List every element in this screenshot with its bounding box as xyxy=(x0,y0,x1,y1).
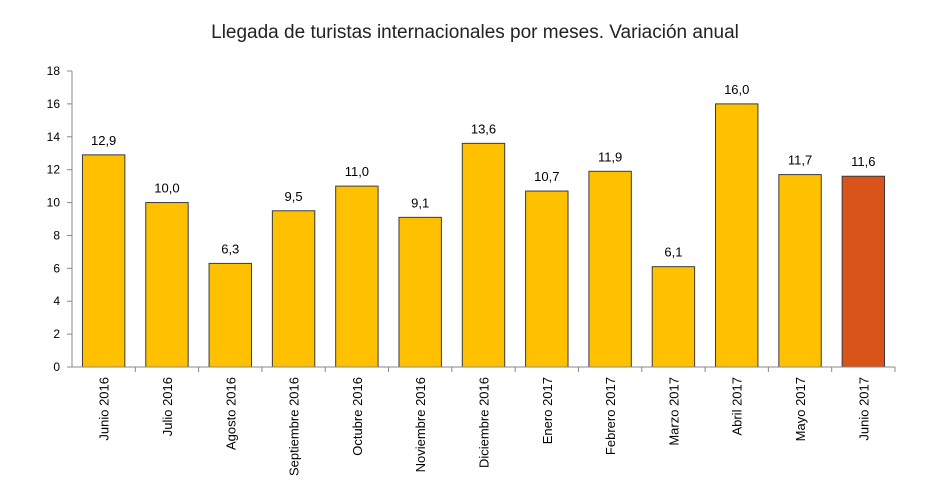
data-label: 16,0 xyxy=(724,82,749,97)
data-label: 9,5 xyxy=(285,189,303,204)
data-label: 13,6 xyxy=(471,121,496,136)
data-label: 6,3 xyxy=(221,241,239,256)
y-tick-label: 2 xyxy=(53,327,60,341)
category-label: Enero 2017 xyxy=(540,377,555,444)
data-label: 9,1 xyxy=(411,195,429,210)
data-label: 12,9 xyxy=(91,133,116,148)
category-label: Junio 2016 xyxy=(97,377,112,441)
category-label: Noviembre 2016 xyxy=(413,377,428,472)
bar xyxy=(335,185,379,368)
category-label: Septiembre 2016 xyxy=(287,377,302,476)
data-label: 10,0 xyxy=(154,181,179,196)
category-label: Junio 2017 xyxy=(856,377,871,441)
chart-title: Llegada de turistas internacionales por … xyxy=(211,22,739,43)
bar xyxy=(145,202,189,368)
bar xyxy=(715,103,759,368)
bar xyxy=(525,190,569,368)
category-label: Marzo 2017 xyxy=(666,377,681,446)
data-label: 11,7 xyxy=(788,153,812,168)
category-label: Octubre 2016 xyxy=(350,377,365,456)
y-tick-label: 8 xyxy=(53,228,60,242)
bar xyxy=(588,170,632,368)
bar xyxy=(841,175,886,368)
category-label: Agosto 2016 xyxy=(223,377,238,450)
bar xyxy=(208,262,252,368)
data-label: 11,0 xyxy=(345,164,369,179)
bar xyxy=(651,266,696,368)
category-label: Mayo 2017 xyxy=(793,377,808,441)
category-label: Diciembre 2016 xyxy=(477,377,492,468)
y-tick-label: 0 xyxy=(53,360,60,374)
y-tick-label: 16 xyxy=(47,97,61,111)
bar xyxy=(398,216,442,368)
data-label: 10,7 xyxy=(534,169,559,184)
data-label: 11,9 xyxy=(598,149,622,164)
bar xyxy=(271,210,316,368)
category-label: Febrero 2017 xyxy=(603,377,618,455)
y-tick-label: 4 xyxy=(53,294,60,308)
y-tick-label: 14 xyxy=(47,130,61,144)
y-tick-label: 10 xyxy=(47,196,61,210)
bar xyxy=(778,174,822,368)
y-tick-label: 6 xyxy=(53,261,60,275)
category-label: Julio 2016 xyxy=(160,377,175,436)
y-tick-label: 18 xyxy=(47,64,61,78)
bar xyxy=(81,154,126,368)
y-tick-label: 12 xyxy=(47,163,61,177)
data-label: 6,1 xyxy=(664,245,682,260)
data-label: 11,6 xyxy=(851,154,875,169)
bar xyxy=(461,142,506,368)
category-label: Abril 2017 xyxy=(730,377,745,436)
